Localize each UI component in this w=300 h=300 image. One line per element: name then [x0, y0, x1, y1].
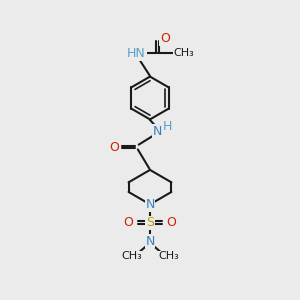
Text: O: O [124, 216, 134, 229]
Text: O: O [109, 140, 119, 154]
Text: CH₃: CH₃ [174, 48, 195, 59]
Text: CH₃: CH₃ [121, 251, 142, 261]
Text: N: N [145, 235, 155, 248]
Text: CH₃: CH₃ [158, 251, 179, 261]
Text: H: H [162, 120, 172, 133]
Text: HN: HN [127, 47, 146, 60]
Text: S: S [146, 216, 154, 229]
Text: N: N [145, 198, 155, 211]
Text: O: O [160, 32, 170, 45]
Text: N: N [153, 125, 162, 138]
Text: O: O [167, 216, 176, 229]
